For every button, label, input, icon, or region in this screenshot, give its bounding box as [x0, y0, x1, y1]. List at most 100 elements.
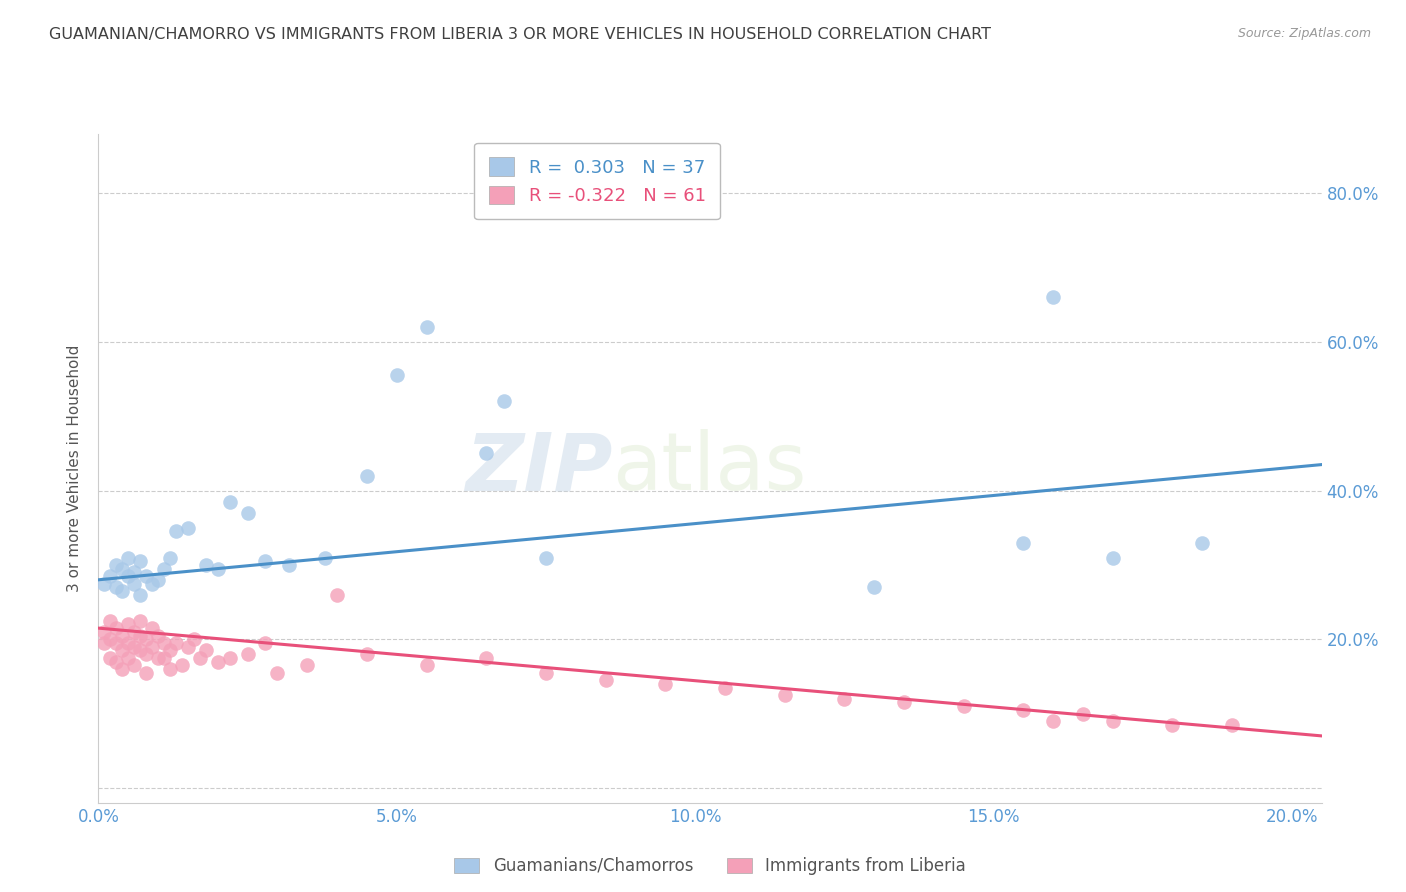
- Point: [773, 688, 796, 702]
- Point: [194, 558, 217, 572]
- Point: [278, 558, 301, 572]
- Point: [141, 640, 163, 654]
- Point: [1101, 714, 1123, 728]
- Point: [714, 681, 737, 695]
- Point: [1220, 717, 1243, 731]
- Point: [207, 562, 229, 576]
- Point: [117, 569, 139, 583]
- Point: [141, 621, 163, 635]
- Point: [385, 368, 408, 383]
- Point: [93, 624, 115, 639]
- Point: [93, 636, 115, 650]
- Point: [153, 651, 176, 665]
- Point: [266, 665, 288, 680]
- Point: [165, 636, 187, 650]
- Point: [475, 651, 498, 665]
- Point: [93, 576, 115, 591]
- Point: [105, 621, 128, 635]
- Point: [146, 573, 169, 587]
- Point: [159, 643, 181, 657]
- Point: [534, 550, 557, 565]
- Point: [146, 629, 169, 643]
- Point: [415, 320, 437, 334]
- Point: [1161, 717, 1184, 731]
- Point: [111, 662, 134, 676]
- Point: [297, 658, 319, 673]
- Point: [534, 665, 557, 680]
- Point: [159, 662, 181, 676]
- Point: [1042, 290, 1064, 304]
- Point: [177, 640, 200, 654]
- Legend: Guamanians/Chamorros, Immigrants from Liberia: Guamanians/Chamorros, Immigrants from Li…: [447, 850, 973, 881]
- Point: [135, 665, 157, 680]
- Point: [177, 521, 200, 535]
- Point: [129, 643, 152, 657]
- Point: [98, 569, 121, 583]
- Point: [194, 643, 217, 657]
- Point: [141, 576, 163, 591]
- Point: [129, 614, 152, 628]
- Point: [183, 632, 205, 647]
- Point: [1042, 714, 1064, 728]
- Point: [122, 624, 145, 639]
- Point: [122, 576, 145, 591]
- Point: [122, 658, 145, 673]
- Text: GUAMANIAN/CHAMORRO VS IMMIGRANTS FROM LIBERIA 3 OR MORE VEHICLES IN HOUSEHOLD CO: GUAMANIAN/CHAMORRO VS IMMIGRANTS FROM LI…: [49, 27, 991, 42]
- Point: [356, 647, 378, 661]
- Text: atlas: atlas: [612, 429, 807, 508]
- Point: [105, 580, 128, 594]
- Point: [153, 562, 176, 576]
- Point: [415, 658, 437, 673]
- Point: [111, 643, 134, 657]
- Point: [952, 699, 974, 714]
- Point: [98, 614, 121, 628]
- Point: [494, 394, 516, 409]
- Point: [170, 658, 193, 673]
- Point: [218, 494, 240, 508]
- Point: [105, 636, 128, 650]
- Point: [111, 562, 134, 576]
- Point: [236, 647, 259, 661]
- Point: [254, 636, 277, 650]
- Point: [122, 566, 145, 580]
- Point: [475, 446, 498, 460]
- Point: [595, 673, 617, 688]
- Point: [254, 554, 277, 568]
- Point: [1071, 706, 1094, 721]
- Point: [146, 651, 169, 665]
- Point: [893, 696, 915, 710]
- Point: [188, 651, 211, 665]
- Point: [129, 629, 152, 643]
- Point: [654, 677, 676, 691]
- Point: [98, 651, 121, 665]
- Point: [135, 647, 157, 661]
- Point: [129, 554, 152, 568]
- Point: [159, 550, 181, 565]
- Point: [326, 588, 349, 602]
- Point: [117, 636, 139, 650]
- Point: [832, 691, 855, 706]
- Point: [122, 640, 145, 654]
- Point: [356, 468, 378, 483]
- Point: [105, 558, 128, 572]
- Point: [1191, 535, 1213, 549]
- Text: ZIP: ZIP: [465, 429, 612, 508]
- Point: [863, 580, 886, 594]
- Point: [135, 632, 157, 647]
- Point: [314, 550, 336, 565]
- Y-axis label: 3 or more Vehicles in Household: 3 or more Vehicles in Household: [67, 344, 83, 592]
- Point: [165, 524, 187, 539]
- Point: [236, 506, 259, 520]
- Point: [117, 651, 139, 665]
- Point: [1012, 535, 1035, 549]
- Point: [218, 651, 240, 665]
- Point: [135, 569, 157, 583]
- Text: Source: ZipAtlas.com: Source: ZipAtlas.com: [1237, 27, 1371, 40]
- Point: [98, 632, 121, 647]
- Point: [129, 588, 152, 602]
- Point: [105, 655, 128, 669]
- Point: [117, 550, 139, 565]
- Point: [1012, 703, 1035, 717]
- Point: [1101, 550, 1123, 565]
- Point: [117, 617, 139, 632]
